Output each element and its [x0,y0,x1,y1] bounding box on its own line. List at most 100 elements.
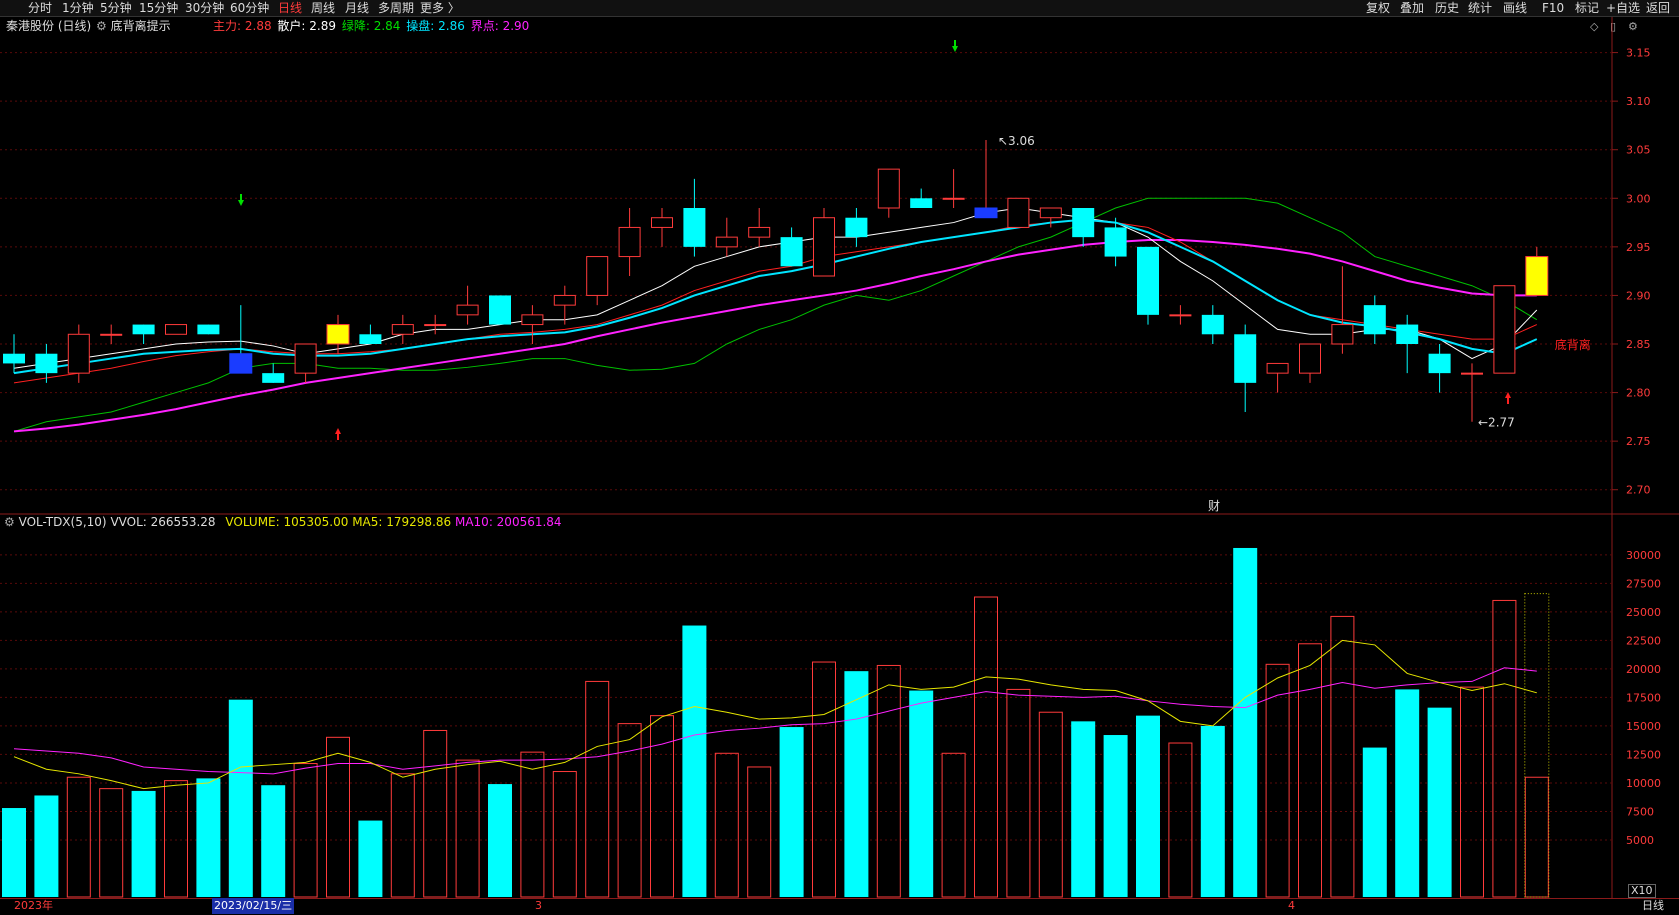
candle-body [748,226,771,238]
candle-body [780,237,803,267]
volume-bar [99,788,124,898]
year-label: 2023年 [14,899,53,912]
volume-bar [131,790,156,897]
price-tick-label: 2.70 [1626,484,1651,497]
candle-body [262,373,285,383]
volume-bar [1427,707,1452,897]
volume-bar [1330,615,1355,898]
volume-bar [2,808,26,897]
volume-bar [1136,715,1160,897]
candle-body [1007,197,1030,228]
vol-ma5-line [13,639,1537,790]
candle-body [1331,324,1354,345]
candle-body [456,304,479,316]
candle-body [813,217,835,277]
candle-body [3,353,25,364]
diamond-icon[interactable]: ◇ [1590,20,1599,33]
tool-item-0[interactable]: 复权 [1366,1,1391,15]
menu-item-3[interactable]: 15分钟 [139,1,179,15]
volume-bar [228,699,253,897]
price-tick-label: 3.10 [1626,95,1651,108]
volume-tick-label: 12500 [1626,748,1661,761]
month-4-label: 4 [1288,899,1295,912]
menu-item-1[interactable]: 1分钟 [62,1,94,15]
volume-tick-label: 27500 [1626,577,1661,590]
price-tick-label: 2.90 [1626,289,1651,302]
indicator-selector[interactable]: ⚙ 底背离提示 [96,18,171,34]
lvjiang-label: 绿降: [341,19,370,33]
volume-tick-label: 5000 [1626,834,1654,847]
candle-body [1266,362,1289,374]
volume-bar [812,661,836,898]
volume-bar [779,727,804,897]
volume-tick-label: 22500 [1626,634,1661,647]
volume-bar [1233,547,1258,897]
volume-bar [66,776,91,898]
sanhu-value: 2.89 [309,19,337,33]
candle-body [974,207,998,219]
period-label[interactable]: 日线 [1642,899,1664,912]
volume-bar [650,715,674,898]
price-tick-label: 2.95 [1626,241,1651,254]
candle-body [1461,372,1483,375]
menu-item-8[interactable]: 月线 [345,1,370,15]
menu-item-2[interactable]: 5分钟 [100,1,132,15]
price-tick-label: 2.80 [1626,387,1651,400]
tool-item-7[interactable]: +自选 [1606,1,1641,15]
month-3-label: 3 [535,899,542,912]
menu-item-6[interactable]: 日线 [278,1,303,15]
volume-bar [1524,776,1549,898]
cyan-line [13,218,1538,375]
volume-bar [1492,599,1517,898]
candle-body [67,333,90,374]
volume-value: VOLUME: 105305.00 [225,515,349,529]
volume-bar [164,780,188,898]
volume-bar [1071,721,1096,897]
menu-item-4[interactable]: 30分钟 [185,1,225,15]
candle-body [715,236,738,248]
vol-indicator-name[interactable]: VOL-TDX(5,10) [18,515,107,529]
menu-item-0[interactable]: 分时 [28,1,53,15]
volume-bar [1298,643,1322,898]
tool-item-5[interactable]: F10 [1542,1,1565,15]
volume-bar [488,784,512,897]
candle-body [521,314,544,326]
tool-item-2[interactable]: 历史 [1435,1,1460,15]
candle-body [1396,324,1419,344]
candle-body [1104,227,1127,257]
green-line [13,197,1538,432]
menu-item-7[interactable]: 周线 [311,1,336,15]
candle-body [942,197,965,200]
low-price-label: ←2.77 [1478,416,1515,430]
candle-body [1169,314,1192,317]
volume-bar [1168,742,1193,898]
volume-bar [1103,735,1128,897]
window-icon[interactable]: ▯ [1610,20,1617,33]
volume-bar [1038,711,1063,898]
candle-body [1299,343,1321,374]
candle-body [326,324,350,345]
volume-tick-label: 10000 [1626,777,1661,790]
tool-item-3[interactable]: 统计 [1468,1,1493,15]
volume-bar [196,778,221,897]
menu-item-9[interactable]: 多周期 [378,1,415,15]
menu-item-5[interactable]: 60分钟 [230,1,270,15]
tool-item-6[interactable]: 标记 [1575,1,1600,15]
menu-item-10[interactable]: 更多 〉 [420,1,460,15]
volume-bar [423,729,448,898]
sell-arrow-down [238,194,244,206]
indicator-values: 主力: 2.88 散户: 2.89 绿降: 2.84 操盘: 2.86 界点: … [213,18,529,34]
financial-report-marker: 财 [1208,499,1220,513]
tool-item-8[interactable]: 返回 [1646,1,1671,15]
price-tick-label: 3.00 [1626,192,1651,205]
volume-bar [326,736,350,898]
volume-bar [682,625,707,897]
zhuli-value: 2.88 [244,19,272,33]
settings-icon[interactable]: ⚙ [4,515,15,529]
settings-icon[interactable]: ⚙ [1628,20,1638,33]
indicator-name: 底背离提示 [110,19,171,33]
tool-item-1[interactable]: 叠加 [1400,1,1425,15]
tool-item-4[interactable]: 画线 [1503,1,1528,15]
x10-button[interactable]: X10 [1628,884,1656,898]
